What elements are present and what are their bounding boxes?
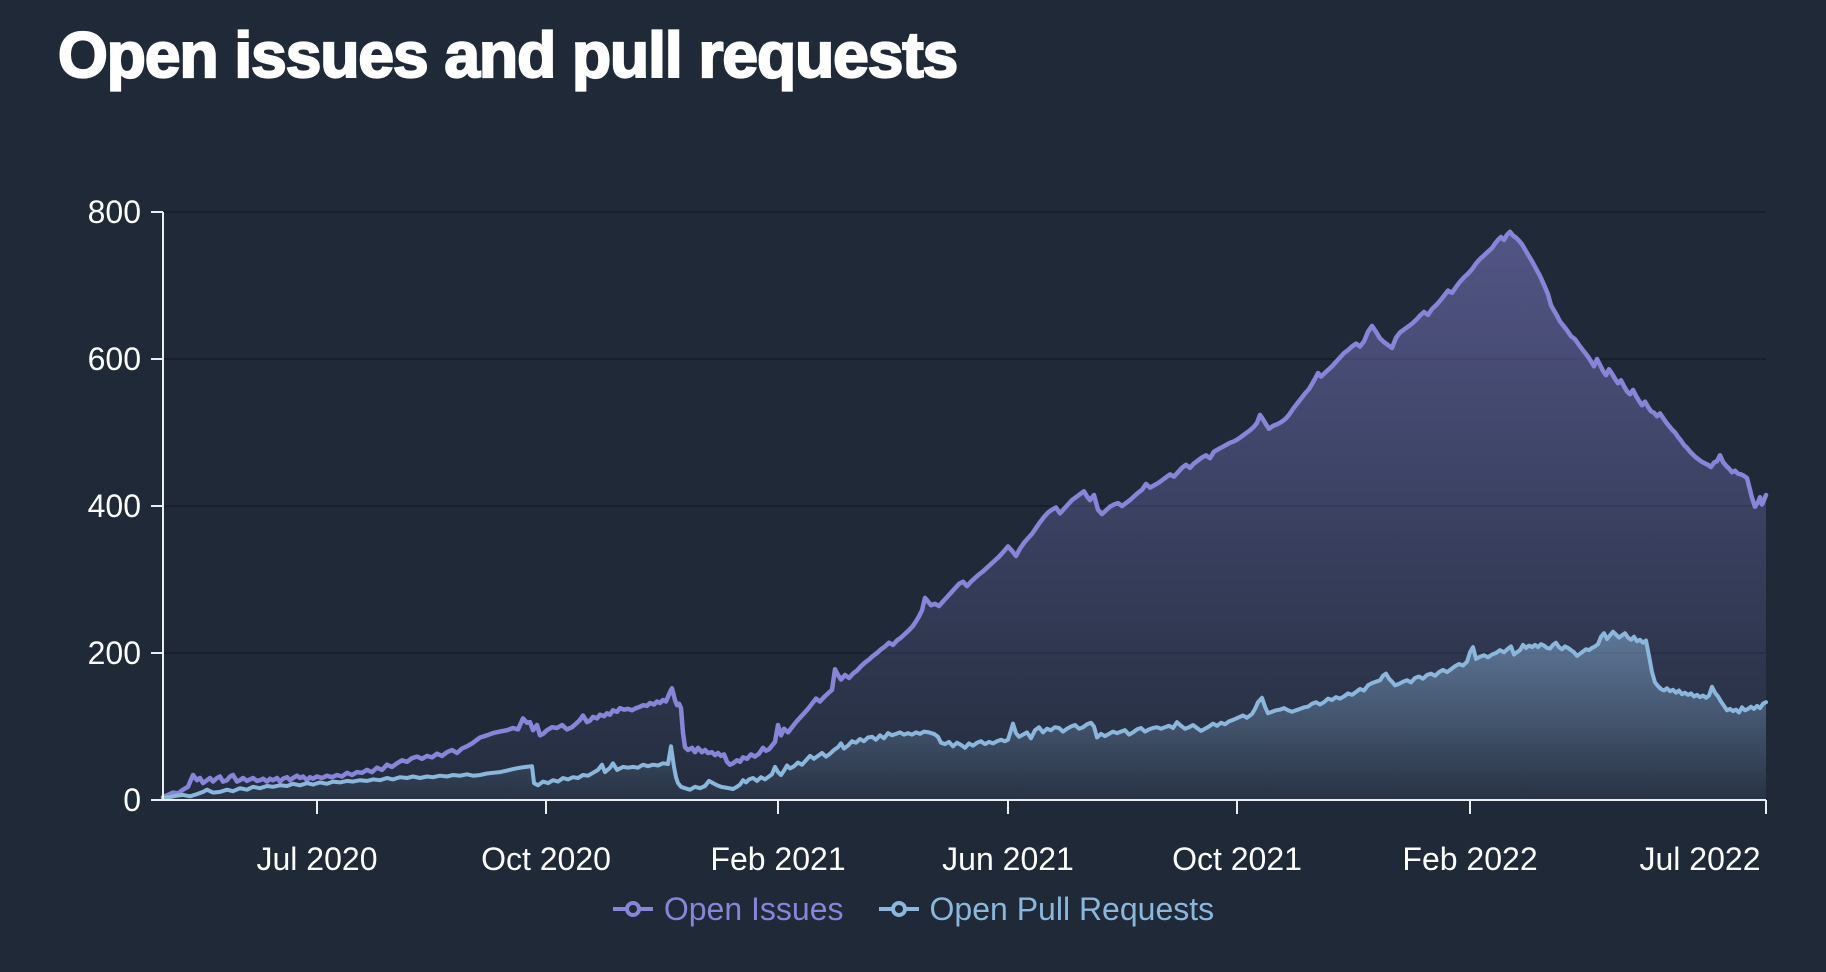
series-area-open-pull-requests bbox=[163, 631, 1766, 800]
y-tick-label-0: 0 bbox=[123, 782, 141, 818]
y-tick-label-200: 200 bbox=[88, 635, 141, 671]
series-line-open-issues bbox=[160, 229, 1769, 800]
chart-title: Open issues and pull requests bbox=[57, 18, 959, 92]
y-tick-label-600: 600 bbox=[88, 341, 141, 377]
series-line-open-pull-requests bbox=[161, 629, 1768, 800]
x-tick-label-1: Oct 2020 bbox=[481, 841, 611, 877]
legend-item-open-issues: Open Issues bbox=[612, 891, 844, 928]
legend-line-marker-icon bbox=[612, 901, 653, 917]
y-tick-label-800: 800 bbox=[88, 194, 141, 230]
x-tick-label-3: Jun 2021 bbox=[942, 841, 1074, 877]
x-tick-label-0: Jul 2020 bbox=[257, 841, 378, 877]
x-tick-label-2: Feb 2021 bbox=[710, 841, 845, 877]
x-tick-label-5: Feb 2022 bbox=[1402, 841, 1537, 877]
legend-line-marker-icon bbox=[878, 901, 919, 917]
legend: Open Issues Open Pull Requests bbox=[0, 886, 1826, 932]
series-area-open-issues bbox=[163, 231, 1766, 801]
legend-item-open-pull-requests: Open Pull Requests bbox=[878, 890, 1215, 928]
legend-label: Open Pull Requests bbox=[929, 890, 1215, 927]
y-tick-label-400: 400 bbox=[88, 488, 141, 524]
legend-label: Open Issues bbox=[663, 890, 844, 927]
x-tick-label-4: Oct 2021 bbox=[1172, 841, 1302, 877]
x-tick-label-6: Jul 2022 bbox=[1640, 841, 1761, 877]
